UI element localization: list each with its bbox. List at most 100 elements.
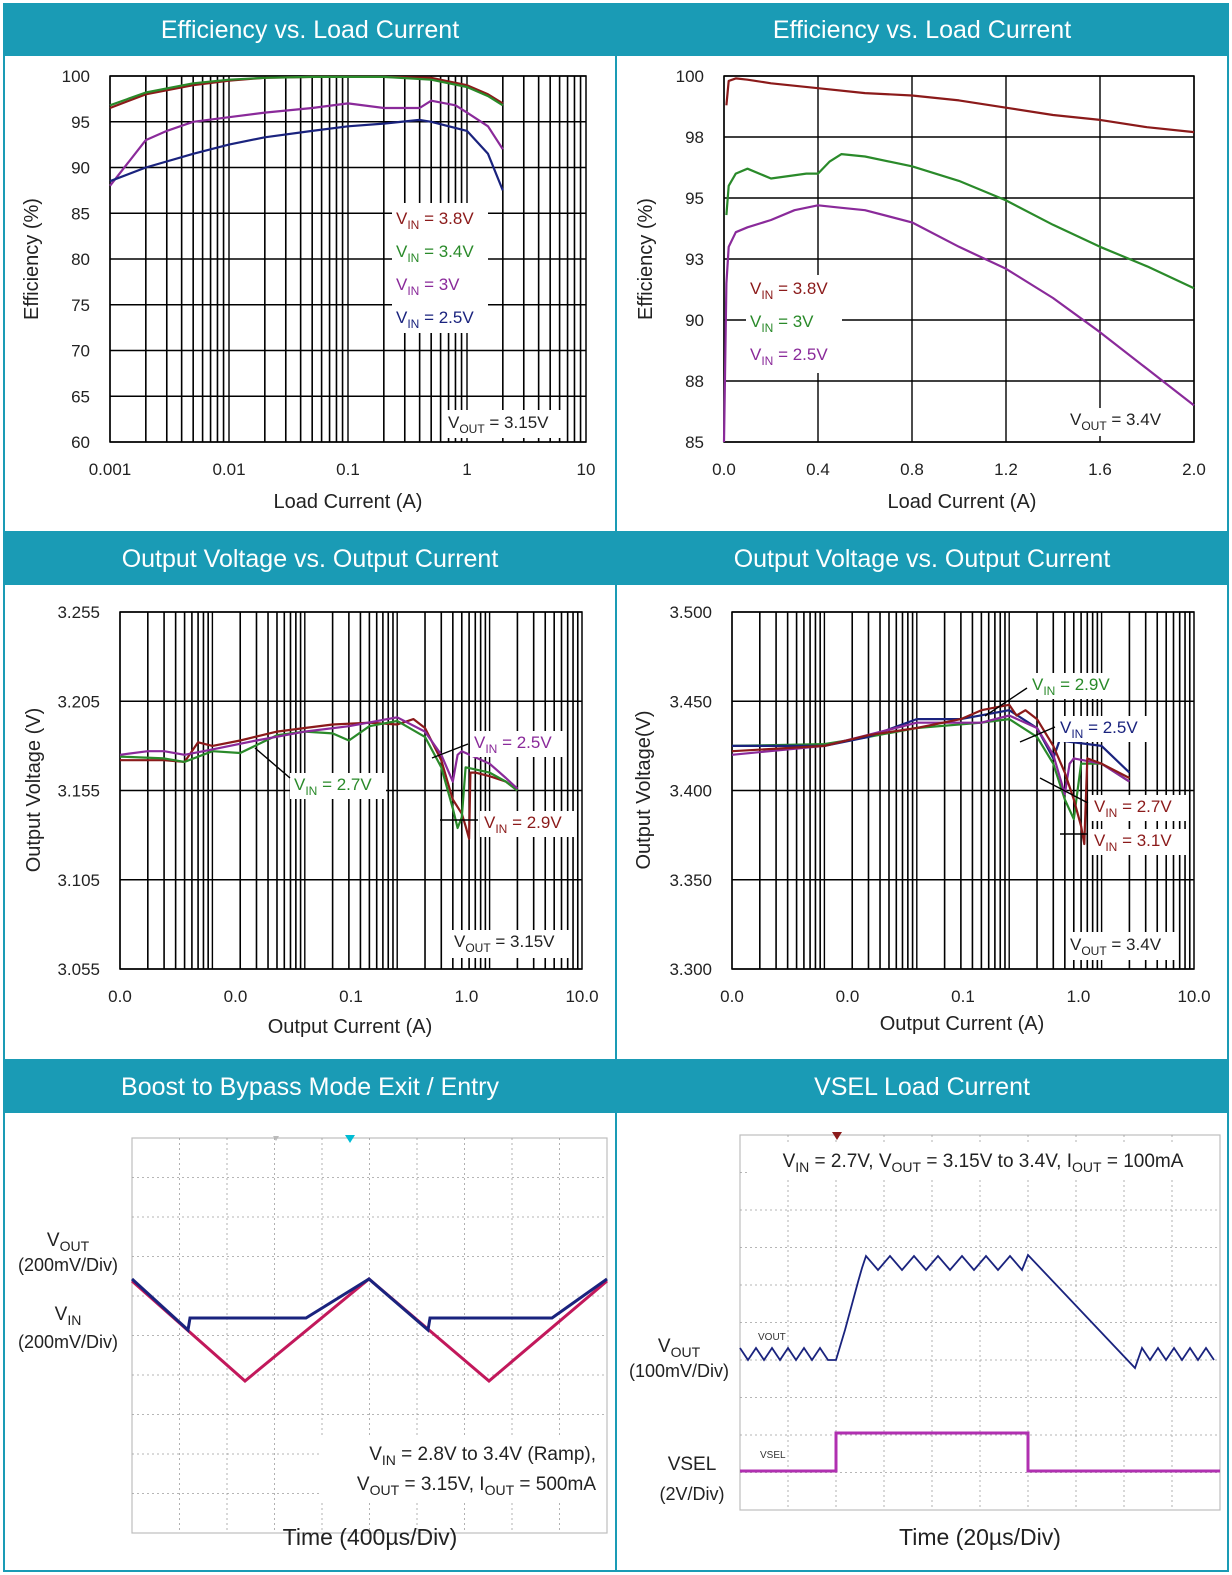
p1-legend-entry: VIN = 2.5V: [396, 308, 474, 331]
y-tick-label: 98: [685, 128, 704, 147]
x-axis-label: Load Current (A): [274, 491, 423, 513]
p3-label-bg: [470, 731, 566, 757]
p3-label-bg: [480, 811, 576, 837]
p4-header: [616, 533, 1228, 585]
p3-annotations: VIN = 2.5V VIN = 2.7V VIN = 2.9V VOUT = 3.1…: [254, 731, 576, 958]
chart-2: 85 88 90 93 95 98 100 0.0 0.4 0.8 1.2 1.6 2.0 Load Cu…: [635, 67, 1206, 513]
series-line: [109, 99, 504, 187]
chart-1: 60 65 70 75 80 85 90 95 100 0.001 0.01 0.1 1 10 Load C…: [21, 67, 595, 513]
p5-scope: VOUT(200mV/Div)VIN(200mV/Div)VIN = 2.8V …: [18, 1135, 608, 1550]
p3-vout-note: VOUT = 3.15V: [454, 932, 555, 955]
y-tick-label: 3.255: [57, 603, 100, 622]
p6-header: [616, 1061, 1228, 1113]
p2-legend-bg: [746, 275, 842, 373]
y-tick-label: 3.105: [57, 871, 100, 890]
y-tick-label: 80: [71, 250, 90, 269]
p5-ch2-scale: (200mV/Div): [18, 1332, 118, 1352]
p1-legend-entry: VIN = 3.8V: [396, 209, 474, 232]
p1-legend-entry: VIN = 3.4V: [396, 242, 474, 265]
x-tick-label: 0.001: [89, 460, 132, 479]
y-axis-label: Efficiency (%): [21, 198, 43, 320]
series-line: [731, 714, 1130, 796]
y-tick-label: 3.500: [669, 603, 712, 622]
y-tick-label: 90: [685, 311, 704, 330]
x-tick-label: 0.1: [339, 987, 363, 1006]
p2-legend-entry: VIN = 3.8V: [750, 279, 828, 302]
p3-header: [4, 533, 616, 585]
p6-scope: VOUT VSEL VIN = 2.7V, VOUT = 3.15V to 3.4V…: [629, 1132, 1221, 1550]
x-tick-label: 0.0: [720, 987, 744, 1006]
p6-ch1-scale: (100mV/Div): [629, 1361, 729, 1381]
x-tick-label: 0.4: [806, 460, 830, 479]
p2-note-bg: [1066, 408, 1178, 436]
p1-annotations: VIN = 3.8V VIN = 3.4V VIN = 3V VIN = 2.5V VO…: [392, 203, 563, 438]
p4-arrow: [984, 687, 1028, 717]
p3-note-bg: [450, 930, 572, 958]
p6-cond-bg: [748, 1145, 1218, 1179]
y-tick-label: 93: [685, 250, 704, 269]
y-tick-label: 60: [71, 433, 90, 452]
p4-arrow: [1019, 726, 1056, 743]
p5-header: [4, 1061, 616, 1113]
x-tick-label: 10: [577, 460, 596, 479]
vsel-trace: [740, 1431, 1220, 1473]
p4-title: Output Voltage vs. Output Current: [734, 545, 1111, 573]
x-tick-label: 0.0: [224, 987, 248, 1006]
x-tick-label: 10.0: [565, 987, 598, 1006]
y-tick-label: 65: [71, 387, 90, 406]
p1-legend-entry: VIN = 3V: [396, 275, 460, 298]
y-tick-label: 3.300: [669, 960, 712, 979]
x-tick-label: 1: [462, 460, 471, 479]
y-tick-label: 3.400: [669, 782, 712, 801]
y-tick-label: 85: [71, 204, 90, 223]
x-tick-label: 1.6: [1088, 460, 1112, 479]
series-line: [120, 717, 519, 840]
x-axis-label: Load Current (A): [888, 491, 1037, 513]
p4-label-bg: [1028, 673, 1124, 699]
p2-legend-entry: VIN = 2.5V: [750, 345, 828, 368]
p4-label-2v5: VIN = 2.5V: [1060, 718, 1138, 741]
p6-ch2-label: VSEL: [668, 1454, 717, 1475]
y-tick-label: 3.350: [669, 871, 712, 890]
y-tick-label: 3.205: [57, 692, 100, 711]
x-tick-label: 1.0: [455, 987, 479, 1006]
x-tick-label: 0.0: [712, 460, 736, 479]
p1-legend-bg: [392, 203, 488, 333]
series-line: [109, 75, 504, 107]
x-axis-label: Output Current (A): [880, 1013, 1045, 1035]
p6-time-label: Time (20µs/Div): [899, 1524, 1061, 1550]
p4-arrow: [1039, 777, 1089, 804]
p5-ch2-label: VIN: [55, 1304, 82, 1328]
p2-legend-entry: VIN = 3V: [750, 312, 814, 335]
series-line: [119, 719, 519, 830]
charts-layer: 60 65 70 75 80 85 90 95 100 0.001 0.01 0.1 1 10 Load C…: [21, 67, 1211, 1038]
p5-condition-2: VOUT = 3.15V, IOUT = 500mA: [357, 1474, 596, 1498]
x-tick-label: 0.0: [836, 987, 860, 1006]
series-line: [731, 703, 1130, 846]
p3-label-2v7: VIN = 2.7V: [294, 775, 372, 798]
p1-title: Efficiency vs. Load Current: [161, 16, 459, 44]
p6-ch2-scale: (2V/Div): [659, 1484, 724, 1504]
trigger-marker: [832, 1132, 842, 1140]
p4-note-bg: [1066, 932, 1178, 960]
p5-ch1-label: VOUT: [47, 1230, 90, 1254]
series-line: [109, 118, 504, 191]
series-line: [725, 77, 1195, 134]
p4-label-bg: [1090, 829, 1186, 855]
p4-annotations: VIN = 2.9V VIN = 2.5V VIN = 2.7V VIN = 3.1V…: [984, 673, 1186, 960]
p6-condition: VIN = 2.7V, VOUT = 3.15V to 3.4V, IOUT =…: [783, 1151, 1184, 1175]
y-tick-label: 3.450: [669, 692, 712, 711]
p4-label-2v7: VIN = 2.7V: [1094, 797, 1172, 820]
p4-label-bg: [1090, 795, 1186, 821]
p6-title: VSEL Load Current: [814, 1073, 1030, 1101]
p4-label-2v9: VIN = 2.9V: [1032, 675, 1110, 698]
p1-note-bg: [443, 410, 563, 438]
vout-trace: [130, 1277, 608, 1333]
p5-time-label: Time (400µs/Div): [283, 1524, 458, 1550]
series-line: [725, 153, 1195, 290]
x-tick-label: 2.0: [1182, 460, 1206, 479]
p1-header: [4, 4, 616, 56]
trigger-marker: [273, 1136, 279, 1141]
y-tick-label: 90: [71, 159, 90, 178]
